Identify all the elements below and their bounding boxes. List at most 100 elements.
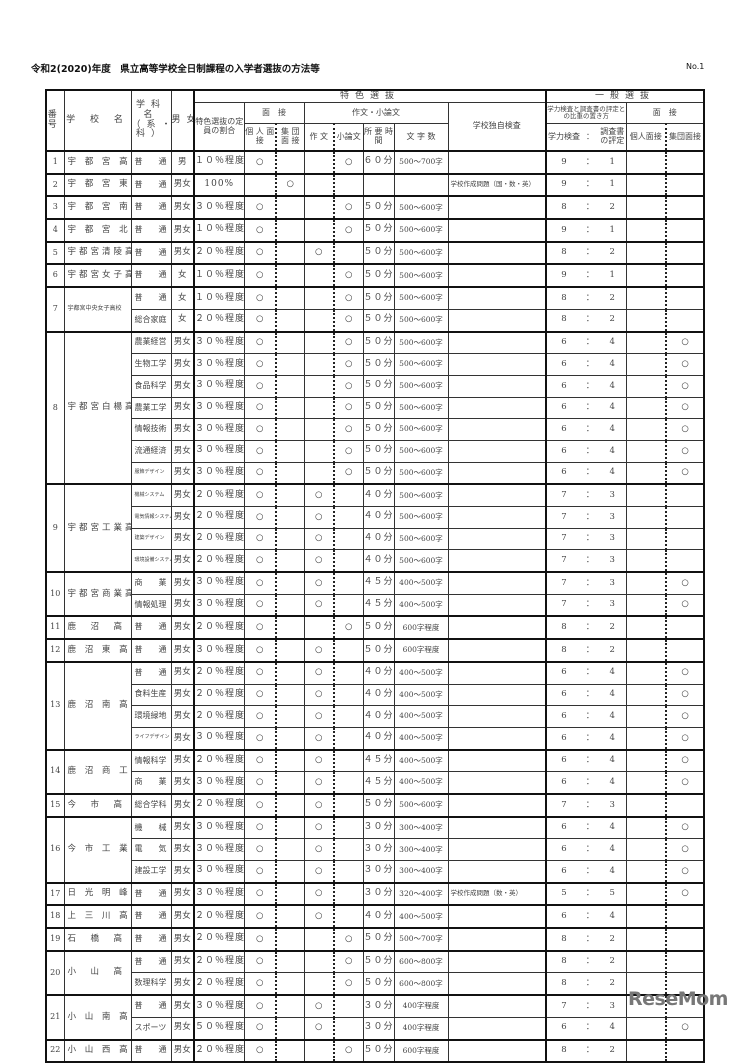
individual-interview: ○ [243,195,277,220]
essay [303,308,335,333]
individual-interview: ○ [243,927,277,952]
general-group: ○ [665,461,705,485]
time: ５０分 [362,439,395,463]
school-number: 15 [45,792,65,818]
quota: １０％程度 [193,218,245,243]
chars: 500～600字 [393,483,449,508]
dokuji [447,904,547,929]
dept: 機 械 [130,815,172,840]
table-row: 生物工学 男女 ３０％程度 ○ ○ ５０分 500～600字 6： 4 ○ [46,353,705,376]
dokuji [447,461,547,485]
quota: ２０％程度 [193,308,245,333]
general-group: ○ [665,838,705,861]
school-number: 11 [45,615,65,640]
group-interview [275,748,305,773]
resemom-logo: ReseMom [628,988,728,1010]
general-group [665,615,705,640]
table-row: 電気情報システム 男女 ２０％程度 ○ ○ ４０分 500～600字 7： 3 [46,506,705,529]
time: ４５分 [362,571,395,595]
gakuryoku-weight: 6 [545,771,582,795]
short-essay [333,792,364,818]
chosasho-weight: 4 [599,726,627,751]
table-row: 農業工学 男女 ３０％程度 ○ ○ ５０分 500～600字 6： 4 ○ [46,396,705,420]
group-interview [275,396,305,420]
chars: 600字程度 [393,1038,449,1063]
individual-interview: ○ [243,150,277,175]
essay: ○ [303,683,335,707]
dokuji: 学校作成問題（国・数・英） [447,172,547,197]
dept: 情報科学 [130,748,172,773]
general-group: ○ [665,396,705,420]
gakuryoku-weight: 7 [545,549,582,573]
time: ５０分 [362,949,395,974]
chosasho-weight: 1 [599,150,627,175]
gakuryoku-weight: 6 [545,815,582,840]
chars: 500～600字 [393,418,449,441]
short-essay: ○ [333,439,364,463]
dept: 情報技術 [130,418,172,441]
group-interview [275,195,305,220]
essay: ○ [303,771,335,795]
chars: 400字程度 [393,1016,449,1041]
general-individual [625,838,668,861]
essay [303,1038,335,1063]
essay [303,218,335,243]
essay [303,461,335,485]
group-interview [275,1016,305,1041]
chosasho-weight: 4 [599,859,627,884]
header-dokuji: 学校独自検査 [447,102,547,152]
sex: 男女 [170,683,195,707]
group-interview [275,726,305,751]
dept: 普 通 [130,218,172,243]
general-group [665,506,705,529]
gakuryoku-weight: 8 [545,195,582,220]
general-individual [625,571,668,595]
general-individual [625,771,668,795]
gakuryoku-weight: 6 [545,461,582,485]
group-interview [275,660,305,685]
chars: 600字程度 [393,615,449,640]
general-individual [625,726,668,751]
chars: 300～400字 [393,838,449,861]
essay: ○ [303,506,335,529]
short-essay [333,881,364,906]
group-interview [275,927,305,952]
dokuji [447,792,547,818]
essay [303,418,335,441]
school-name: 今 市 高 校 [63,792,132,818]
gakuryoku-weight: 6 [545,439,582,463]
chosasho-weight: 4 [599,748,627,773]
short-essay: ○ [333,949,364,974]
ratio-colon: ： [581,705,600,728]
time: ５０分 [362,927,395,952]
dept: 環境設備システム [130,549,172,573]
dept: 総合家庭 [130,308,172,333]
dokuji [447,571,547,595]
individual-interview: ○ [243,439,277,463]
general-individual [625,615,668,640]
dokuji [447,927,547,952]
ratio-colon: ： [581,286,600,310]
table-row: 食品科学 男女 ３０％程度 ○ ○ ５０分 500～600字 6： 4 ○ [46,374,705,398]
group-interview [275,461,305,485]
quota: ２０％程度 [193,549,245,573]
quota: ２０％程度 [193,792,245,818]
essay: ○ [303,838,335,861]
table-row: 電 気男女 ３０％程度 ○ ○ ３０分 300～400字 6： 4 ○ [46,838,705,861]
group-interview [275,1038,305,1063]
header-colon: ： [581,123,600,152]
time: ５０分 [362,1038,395,1063]
sex: 男女 [170,374,195,398]
dokuji [447,593,547,617]
essay: ○ [303,705,335,728]
individual-interview: ○ [243,593,277,617]
chars: 500～600字 [393,308,449,333]
group-interview [275,571,305,595]
individual-interview: ○ [243,353,277,376]
dept: 普 通 [130,615,172,640]
essay: ○ [303,815,335,840]
quota: ３０％程度 [193,593,245,617]
individual-interview: ○ [243,461,277,485]
general-group [665,549,705,573]
